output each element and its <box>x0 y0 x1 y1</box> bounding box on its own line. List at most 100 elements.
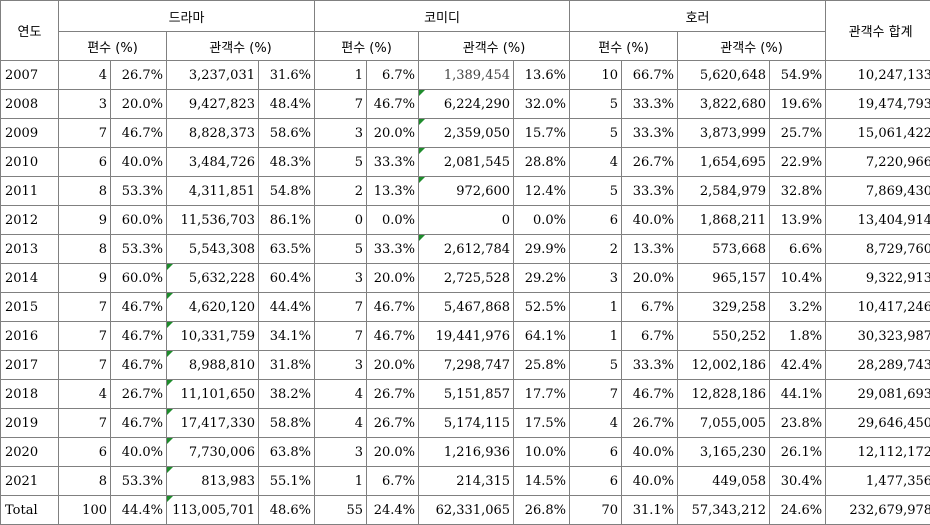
cell-c-a: 214,315 <box>419 467 514 496</box>
cell-total: 8,729,760 <box>826 235 930 264</box>
col-header-comedy: 코미디 <box>315 1 570 32</box>
cell-c-a: 5,467,868 <box>419 293 514 322</box>
cell-h-p: 66.7% <box>622 61 678 90</box>
cell-c-a: 2,081,545 <box>419 148 514 177</box>
cell-d-a: 11,536,703 <box>167 206 259 235</box>
cell-h-n: 70 <box>570 496 622 525</box>
cell-h-ap: 30.4% <box>770 467 826 496</box>
cell-c-a: 2,359,050 <box>419 119 514 148</box>
cell-h-a: 12,828,186 <box>678 380 770 409</box>
cell-c-n: 3 <box>315 351 367 380</box>
cell-h-a: 2,584,979 <box>678 177 770 206</box>
cell-c-p: 33.3% <box>367 148 419 177</box>
cell-d-n: 9 <box>59 264 111 293</box>
cell-d-ap: 44.4% <box>259 293 315 322</box>
cell-h-p: 26.7% <box>622 409 678 438</box>
cell-d-p: 53.3% <box>111 467 167 496</box>
cell-h-a: 329,258 <box>678 293 770 322</box>
cell-total: 19,474,793 <box>826 90 930 119</box>
cell-year: 2015 <box>1 293 59 322</box>
cell-c-n: 7 <box>315 293 367 322</box>
cell-c-ap: 12.4% <box>514 177 570 206</box>
cell-c-n: 0 <box>315 206 367 235</box>
horror-films-header: 편수 (%) <box>570 32 678 61</box>
cell-h-ap: 54.9% <box>770 61 826 90</box>
cell-h-ap: 22.9% <box>770 148 826 177</box>
cell-h-n: 1 <box>570 322 622 351</box>
cell-d-p: 46.7% <box>111 409 167 438</box>
cell-year: 2019 <box>1 409 59 438</box>
cell-h-ap: 24.6% <box>770 496 826 525</box>
col-header-drama: 드라마 <box>59 1 315 32</box>
cell-d-n: 4 <box>59 380 111 409</box>
cell-total: 10,247,133 <box>826 61 930 90</box>
cell-h-ap: 32.8% <box>770 177 826 206</box>
cell-d-ap: 60.4% <box>259 264 315 293</box>
cell-year: 2014 <box>1 264 59 293</box>
cell-c-ap: 17.5% <box>514 409 570 438</box>
cell-total: 7,869,430 <box>826 177 930 206</box>
cell-c-a: 0 <box>419 206 514 235</box>
cell-d-n: 7 <box>59 322 111 351</box>
comedy-audience-header: 관객수 (%) <box>419 32 570 61</box>
cell-d-a: 7,730,006 <box>167 438 259 467</box>
cell-c-ap: 28.8% <box>514 148 570 177</box>
cell-d-n: 7 <box>59 351 111 380</box>
cell-d-n: 8 <box>59 177 111 206</box>
cell-d-ap: 31.6% <box>259 61 315 90</box>
cell-year: 2012 <box>1 206 59 235</box>
cell-c-ap: 15.7% <box>514 119 570 148</box>
cell-d-n: 8 <box>59 467 111 496</box>
horror-audience-header: 관객수 (%) <box>678 32 826 61</box>
cell-d-a: 8,828,373 <box>167 119 259 148</box>
cell-total: 9,322,913 <box>826 264 930 293</box>
cell-d-p: 46.7% <box>111 351 167 380</box>
cell-c-p: 26.7% <box>367 409 419 438</box>
cell-h-n: 6 <box>570 438 622 467</box>
cell-total: 15,061,422 <box>826 119 930 148</box>
cell-c-p: 46.7% <box>367 322 419 351</box>
header-row-subheaders: 편수 (%) 관객수 (%) 편수 (%) 관객수 (%) 편수 (%) 관객수… <box>1 32 930 61</box>
cell-h-a: 573,668 <box>678 235 770 264</box>
cell-h-a: 449,058 <box>678 467 770 496</box>
cell-h-p: 31.1% <box>622 496 678 525</box>
cell-c-n: 2 <box>315 177 367 206</box>
cell-h-n: 1 <box>570 293 622 322</box>
cell-c-a: 1,389,454 <box>419 61 514 90</box>
cell-total: 12,112,172 <box>826 438 930 467</box>
cell-h-ap: 1.8% <box>770 322 826 351</box>
cell-year: 2009 <box>1 119 59 148</box>
cell-d-p: 53.3% <box>111 235 167 264</box>
cell-c-ap: 14.5% <box>514 467 570 496</box>
cell-d-ap: 48.4% <box>259 90 315 119</box>
cell-c-a: 2,612,784 <box>419 235 514 264</box>
cell-c-a: 2,725,528 <box>419 264 514 293</box>
cell-h-ap: 6.6% <box>770 235 826 264</box>
cell-c-p: 6.7% <box>367 61 419 90</box>
cell-d-a: 10,331,759 <box>167 322 259 351</box>
cell-c-p: 6.7% <box>367 467 419 496</box>
cell-c-a: 1,216,936 <box>419 438 514 467</box>
cell-h-n: 5 <box>570 90 622 119</box>
cell-c-p: 20.0% <box>367 264 419 293</box>
drama-audience-header: 관객수 (%) <box>167 32 315 61</box>
cell-h-n: 6 <box>570 467 622 496</box>
cell-h-p: 40.0% <box>622 206 678 235</box>
cell-h-ap: 26.1% <box>770 438 826 467</box>
cell-d-n: 3 <box>59 90 111 119</box>
cell-c-p: 26.7% <box>367 380 419 409</box>
cell-year: 2016 <box>1 322 59 351</box>
cell-d-ap: 34.1% <box>259 322 315 351</box>
cell-c-n: 7 <box>315 322 367 351</box>
cell-c-p: 13.3% <box>367 177 419 206</box>
cell-d-ap: 58.8% <box>259 409 315 438</box>
cell-h-n: 6 <box>570 206 622 235</box>
cell-d-n: 7 <box>59 409 111 438</box>
col-header-year: 연도 <box>1 1 59 61</box>
cell-c-ap: 25.8% <box>514 351 570 380</box>
